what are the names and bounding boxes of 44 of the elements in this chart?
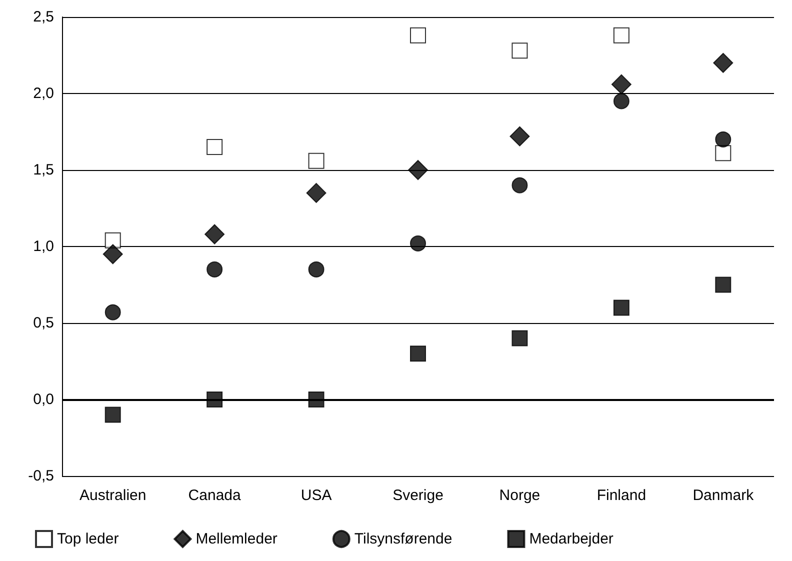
point <box>715 131 732 148</box>
point <box>206 139 223 156</box>
point <box>613 93 630 110</box>
x-tick-label: Finland <box>596 487 646 504</box>
legend-label: Mellemleder <box>196 530 278 548</box>
y-tick-label: 2,0 <box>33 85 54 102</box>
point <box>613 300 630 316</box>
x-tick-label: Australien <box>80 487 146 504</box>
point <box>512 42 528 59</box>
y-tick-label: 0,0 <box>33 391 54 408</box>
point <box>410 27 426 44</box>
point <box>715 145 732 162</box>
x-tick-label: Sverige <box>392 487 444 504</box>
point <box>308 152 324 169</box>
legend-label: Top leder <box>57 530 119 548</box>
point <box>104 232 121 248</box>
legend-label: Medarbejder <box>529 530 614 548</box>
point <box>206 261 223 278</box>
point <box>715 276 732 293</box>
point <box>410 235 426 252</box>
point <box>512 177 528 194</box>
point <box>104 406 121 423</box>
y-tick-label: 0,5 <box>33 314 54 332</box>
x-tick-label: Norge <box>499 487 540 504</box>
point <box>408 160 428 180</box>
y-tick-label: 1,5 <box>33 162 54 178</box>
point <box>308 261 324 278</box>
point <box>713 52 734 73</box>
y-tick-label: 1,0 <box>33 238 54 255</box>
point <box>512 330 528 346</box>
point <box>410 346 426 362</box>
x-tick-label: USA <box>300 487 332 504</box>
y-tick-label: -0,5 <box>28 468 54 484</box>
point <box>102 244 123 264</box>
point <box>104 304 121 320</box>
y-tick-label: 2,5 <box>33 8 54 26</box>
x-tick-label: Danmark <box>692 487 754 504</box>
x-tick-label: Canada <box>188 487 242 504</box>
point <box>613 27 630 44</box>
legend-label: Tilsynsførende <box>354 530 452 548</box>
point <box>204 224 225 244</box>
point <box>306 182 326 203</box>
point <box>611 74 632 94</box>
point <box>510 126 530 146</box>
